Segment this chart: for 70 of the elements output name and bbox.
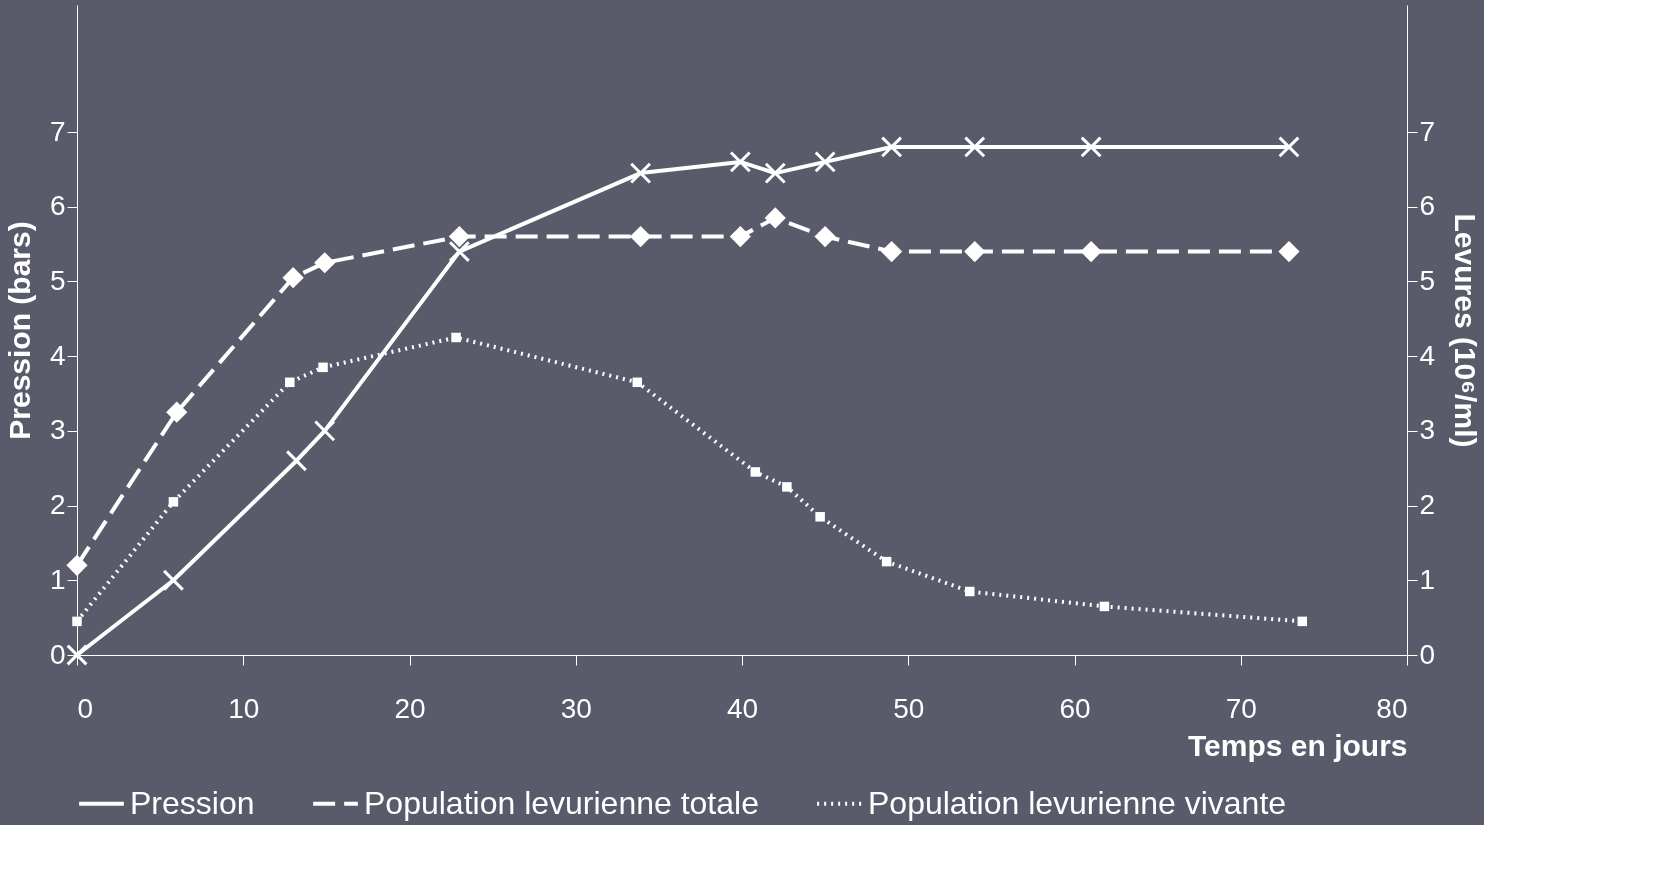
point [632,377,643,388]
point [880,136,903,158]
point [448,240,471,263]
point [313,420,336,442]
legend-label: Population levurienne totale [364,784,759,821]
legend-label: Pression [130,784,255,821]
point [1297,616,1308,627]
point [881,240,903,263]
y2-tick-label: 0 [1419,638,1436,670]
y-tick-label: 1 [49,563,66,595]
point [314,252,336,274]
y-tick-label: 7 [49,115,66,147]
point [814,151,836,173]
y2-tick-label: 3 [1419,414,1436,446]
point [750,467,761,477]
x-tick-label: 70 [1225,692,1257,724]
point [1278,240,1300,263]
y2-tick-label: 6 [1419,190,1436,222]
point [1080,240,1102,263]
point [881,556,892,567]
point [764,207,786,229]
point [1278,136,1300,158]
x-tick-label: 0 [77,692,94,724]
y2-tick-label: 5 [1419,264,1436,296]
point [448,226,470,248]
point [285,377,295,388]
y-axis-title: Pression (bars) [2,221,36,440]
y-tick-label: 4 [49,339,66,371]
point [166,401,188,423]
point [285,449,308,472]
y2-axis-title: Levures (10⁶/ml) [1449,213,1483,448]
y-tick-label: 3 [49,414,66,446]
x-axis-title: Temps en jours [1188,728,1408,762]
y-tick-label: 2 [49,489,66,521]
y-tick-label: 5 [49,264,66,296]
y2-tick-label: 4 [1419,339,1436,371]
y2-tick-label: 7 [1419,115,1436,147]
point [66,554,88,576]
point [629,162,652,184]
x-tick-label: 60 [1059,692,1091,724]
point [66,644,88,666]
x-tick-label: 40 [726,692,759,724]
legend-label: Population levurienne vivante [868,784,1287,821]
y2-tick-label: 2 [1419,489,1436,521]
point [451,332,461,343]
point [965,586,975,597]
point [729,151,752,173]
x-tick-label: 30 [560,692,592,724]
point [168,497,179,507]
point [318,362,328,373]
point [629,226,652,248]
point [729,226,751,248]
y-tick-label: 0 [49,638,66,670]
point [1080,136,1102,158]
point [162,569,185,592]
point [814,226,836,248]
point [964,240,986,263]
point [764,162,787,184]
point [282,267,304,289]
x-tick-label: 50 [893,692,925,724]
point [1099,601,1110,612]
x-tick-label: 80 [1376,692,1408,724]
point [815,512,825,522]
point [963,136,986,158]
x-tick-label: 20 [394,692,426,724]
point [782,482,792,492]
x-tick-label: 10 [228,692,260,724]
y-tick-label: 6 [49,190,66,222]
point [72,616,82,627]
y2-tick-label: 1 [1419,563,1436,595]
